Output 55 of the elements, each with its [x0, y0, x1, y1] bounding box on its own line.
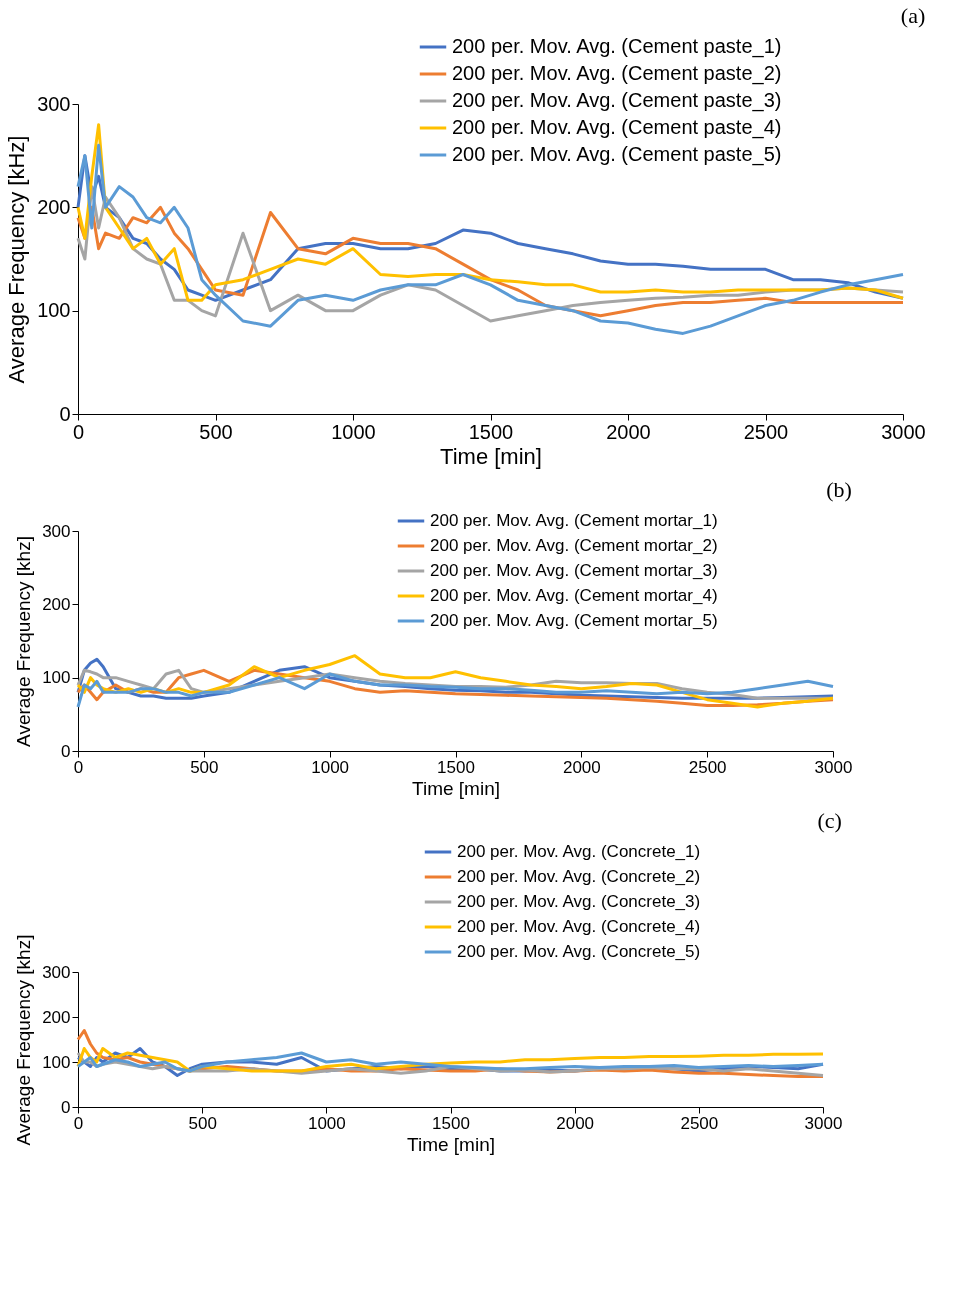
legend-label: 200 per. Mov. Avg. (Cement mortar_1): [430, 511, 718, 530]
x-tick-label: 2500: [743, 420, 789, 443]
y-tick-label: 0: [61, 1097, 71, 1117]
x-tick-label: 2000: [562, 757, 601, 777]
y-tick-label: 0: [59, 402, 71, 425]
x-tick-label: 3000: [804, 1113, 843, 1133]
x-tick-label: 1500: [432, 1113, 470, 1133]
legend-label: 200 per. Mov. Avg. (Cement paste_5): [452, 143, 782, 166]
legend-label: 200 per. Mov. Avg. (Concrete_5): [457, 942, 701, 961]
x-tick-label: 2500: [680, 1113, 719, 1133]
legend-label: 200 per. Mov. Avg. (Concrete_2): [457, 867, 701, 886]
legend-label: 200 per. Mov. Avg. (Concrete_1): [457, 842, 701, 861]
x-axis-title: Time [min]: [412, 777, 500, 799]
y-tick-label: 200: [42, 594, 71, 614]
legend-label: 200 per. Mov. Avg. (Cement paste_1): [452, 35, 782, 58]
y-axis-title: Average Frequency [khz]: [13, 934, 35, 1146]
y-tick-label: 100: [42, 668, 71, 688]
legend-label: 200 per. Mov. Avg. (Cement mortar_3): [430, 561, 718, 580]
chart-title: (c): [817, 808, 842, 833]
y-tick-label: 200: [37, 195, 71, 218]
x-tick-label: 500: [199, 420, 233, 443]
y-tick-label: 0: [61, 741, 71, 761]
chart-title: (b): [826, 477, 852, 502]
x-axis-title: Time [min]: [440, 443, 542, 469]
x-axis-title: Time [min]: [407, 1133, 495, 1155]
x-tick-label: 2000: [556, 1113, 595, 1133]
y-axis-title: Average Frequency [khz]: [13, 536, 35, 747]
x-tick-label: 2500: [688, 757, 727, 777]
x-tick-label: 1000: [307, 1113, 346, 1133]
legend-label: 200 per. Mov. Avg. (Concrete_4): [457, 917, 701, 936]
x-tick-label: 1000: [331, 420, 376, 443]
x-tick-label: 1500: [437, 757, 475, 777]
legend-label: 200 per. Mov. Avg. (Concrete_3): [457, 892, 701, 911]
legend-label: 200 per. Mov. Avg. (Cement paste_3): [452, 89, 782, 112]
legend-label: 200 per. Mov. Avg. (Cement paste_4): [452, 116, 782, 139]
y-tick-label: 100: [42, 1052, 71, 1072]
x-tick-label: 1500: [468, 420, 514, 443]
y-tick-label: 200: [42, 1007, 71, 1027]
legend-label: 200 per. Mov. Avg. (Cement mortar_5): [430, 611, 718, 630]
chart-title: (a): [900, 3, 926, 28]
x-tick-label: 500: [188, 1113, 217, 1133]
legend-label: 200 per. Mov. Avg. (Cement paste_2): [452, 62, 782, 85]
y-tick-label: 300: [42, 521, 71, 541]
y-tick-label: 300: [37, 92, 71, 115]
legend-label: 200 per. Mov. Avg. (Cement mortar_4): [430, 586, 718, 605]
x-tick-label: 2000: [606, 420, 651, 443]
legend-label: 200 per. Mov. Avg. (Cement mortar_2): [430, 536, 718, 555]
line-series: [76, 143, 905, 335]
x-tick-label: 3000: [881, 420, 926, 443]
x-tick-label: 1000: [311, 757, 350, 777]
x-tick-label: 500: [190, 757, 219, 777]
y-tick-label: 300: [42, 962, 71, 982]
y-axis-title: Average Frequency [kHz]: [4, 135, 30, 384]
y-tick-label: 100: [37, 299, 71, 322]
x-tick-label: 3000: [814, 757, 853, 777]
